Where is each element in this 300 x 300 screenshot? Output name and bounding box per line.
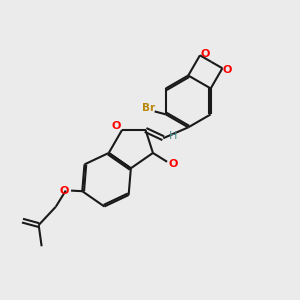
Text: O: O <box>168 159 178 169</box>
Text: O: O <box>223 65 232 75</box>
Text: H: H <box>169 131 177 141</box>
Text: O: O <box>60 186 69 196</box>
Text: Br: Br <box>142 103 156 113</box>
Text: O: O <box>201 49 210 59</box>
Text: O: O <box>112 122 121 131</box>
